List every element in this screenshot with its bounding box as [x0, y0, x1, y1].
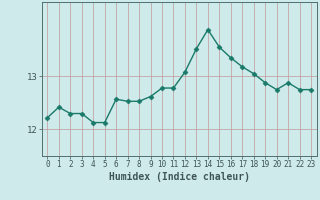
X-axis label: Humidex (Indice chaleur): Humidex (Indice chaleur): [109, 172, 250, 182]
